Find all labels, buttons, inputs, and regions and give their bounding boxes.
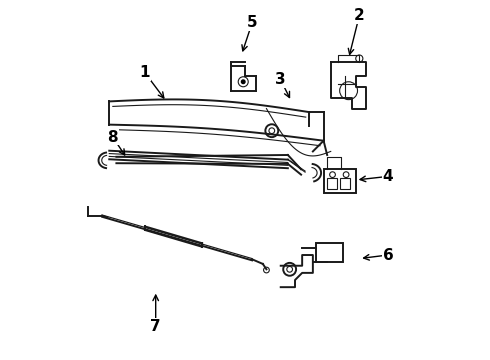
- Bar: [340, 178, 350, 189]
- FancyBboxPatch shape: [317, 243, 343, 262]
- Bar: [327, 178, 337, 189]
- Text: 2: 2: [354, 8, 365, 23]
- Text: 1: 1: [140, 65, 150, 80]
- Text: 7: 7: [150, 319, 161, 334]
- Text: 4: 4: [383, 169, 393, 184]
- Text: 3: 3: [275, 72, 286, 87]
- Circle shape: [242, 80, 245, 84]
- Text: 5: 5: [247, 15, 257, 30]
- Text: 6: 6: [383, 248, 393, 262]
- FancyBboxPatch shape: [323, 169, 356, 193]
- Text: 8: 8: [107, 130, 118, 145]
